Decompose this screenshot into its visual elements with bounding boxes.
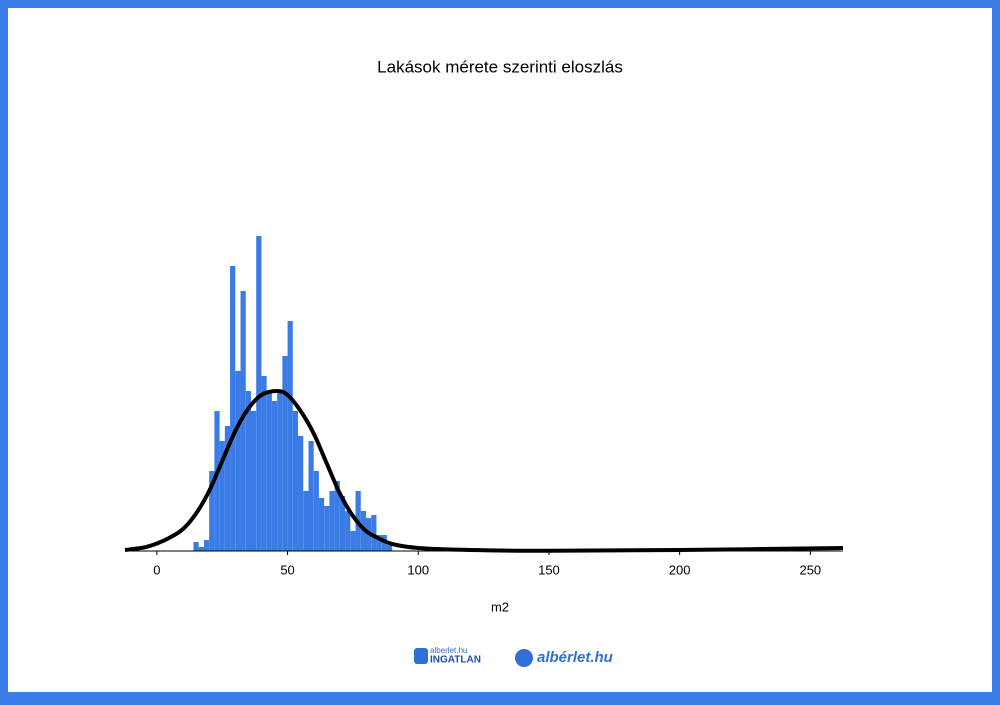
logo-icon: [414, 648, 428, 664]
bar: [339, 496, 346, 551]
x-tick-label: 50: [280, 562, 294, 577]
bar: [334, 481, 340, 551]
logo-alberlet: albérlet.hu: [515, 649, 613, 667]
bar: [240, 291, 246, 551]
bar: [303, 491, 309, 551]
panel: [8, 8, 992, 692]
bar: [324, 506, 330, 551]
bar: [308, 441, 314, 551]
bar: [386, 545, 393, 551]
bar: [277, 391, 283, 551]
x-tick-label: 0: [153, 562, 160, 577]
logo-icon: [515, 649, 533, 667]
bar: [203, 540, 210, 551]
x-axis-label: m2: [491, 599, 509, 614]
bar: [245, 391, 251, 551]
bar: [271, 401, 278, 551]
bar: [209, 471, 215, 551]
bar: [282, 356, 288, 551]
density-curve: [124, 388, 844, 553]
bar: [287, 321, 293, 551]
logo-ingatlan: alberlet.hu INGATLAN: [414, 646, 481, 666]
logo-text: albérlet.hu: [537, 649, 613, 666]
bar: [235, 371, 241, 551]
logo-text: INGATLAN: [430, 655, 481, 666]
bar: [198, 547, 204, 551]
logo-text: alberlet.hu: [430, 646, 467, 655]
bar: [298, 436, 304, 551]
bar: [345, 511, 351, 551]
bar: [214, 411, 220, 551]
bar: [230, 266, 236, 551]
bar: [313, 471, 319, 551]
bar: [193, 542, 199, 551]
x-tick-label: 200: [669, 562, 691, 577]
bar: [256, 236, 262, 551]
chart-title: Lakások mérete szerinti eloszlás: [377, 57, 623, 76]
bar: [250, 411, 257, 551]
x-tick-label: 100: [407, 562, 429, 577]
bar: [350, 531, 356, 551]
bar: [219, 441, 225, 551]
bar: [292, 411, 299, 551]
bar: [371, 515, 377, 551]
bar: [376, 535, 382, 551]
bar: [329, 491, 335, 551]
x-tick-label: 150: [538, 562, 560, 577]
bar: [224, 426, 231, 551]
bar: [266, 391, 272, 551]
bar: [318, 498, 325, 551]
bar: [261, 376, 267, 551]
x-tick-label: 250: [799, 562, 821, 577]
